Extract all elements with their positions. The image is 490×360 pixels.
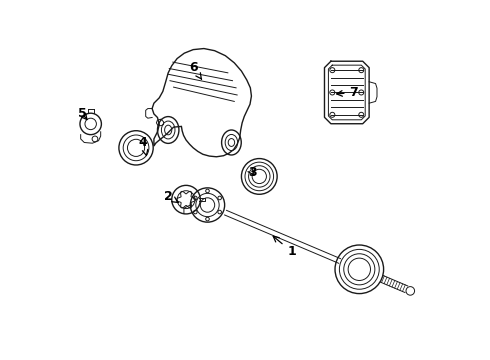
Text: 5: 5 <box>78 107 87 120</box>
Text: 7: 7 <box>337 86 358 99</box>
Text: 1: 1 <box>273 236 296 258</box>
Text: 2: 2 <box>164 190 178 203</box>
Text: 4: 4 <box>139 136 148 156</box>
Text: 6: 6 <box>189 61 201 79</box>
Text: 3: 3 <box>248 166 256 179</box>
